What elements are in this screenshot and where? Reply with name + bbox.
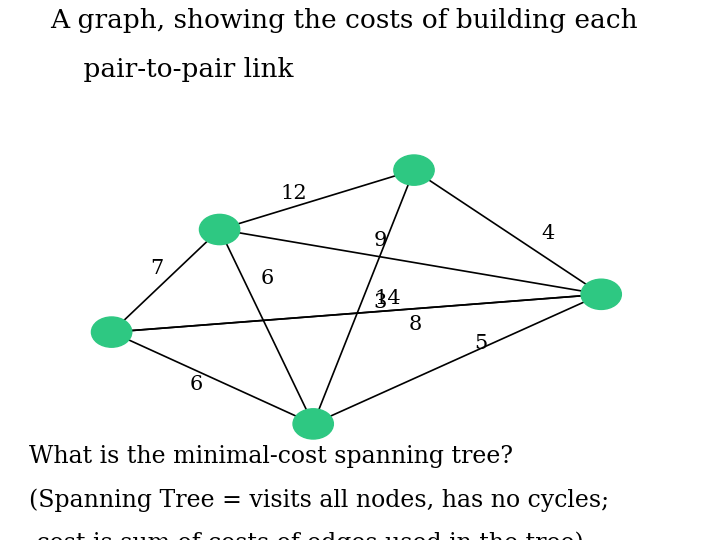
Text: 3: 3 <box>373 293 386 312</box>
Text: (Spanning Tree = visits all nodes, has no cycles;: (Spanning Tree = visits all nodes, has n… <box>29 489 609 512</box>
Text: cost is sum of costs of edges used in the tree): cost is sum of costs of edges used in th… <box>29 532 583 540</box>
Text: A graph, showing the costs of building each: A graph, showing the costs of building e… <box>50 8 638 33</box>
Text: 7: 7 <box>150 259 163 278</box>
Text: pair-to-pair link: pair-to-pair link <box>50 57 294 82</box>
Text: What is the minimal-cost spanning tree?: What is the minimal-cost spanning tree? <box>29 446 513 469</box>
Circle shape <box>199 214 240 245</box>
Text: 6: 6 <box>261 269 274 288</box>
Text: 8: 8 <box>408 315 422 334</box>
Circle shape <box>394 155 434 185</box>
Text: 14: 14 <box>374 289 401 308</box>
Circle shape <box>293 409 333 439</box>
Text: 9: 9 <box>373 231 387 250</box>
Text: 6: 6 <box>189 375 203 394</box>
Text: 4: 4 <box>541 224 554 243</box>
Text: 5: 5 <box>474 334 487 353</box>
Circle shape <box>581 279 621 309</box>
Circle shape <box>91 317 132 347</box>
Text: 12: 12 <box>280 184 307 203</box>
